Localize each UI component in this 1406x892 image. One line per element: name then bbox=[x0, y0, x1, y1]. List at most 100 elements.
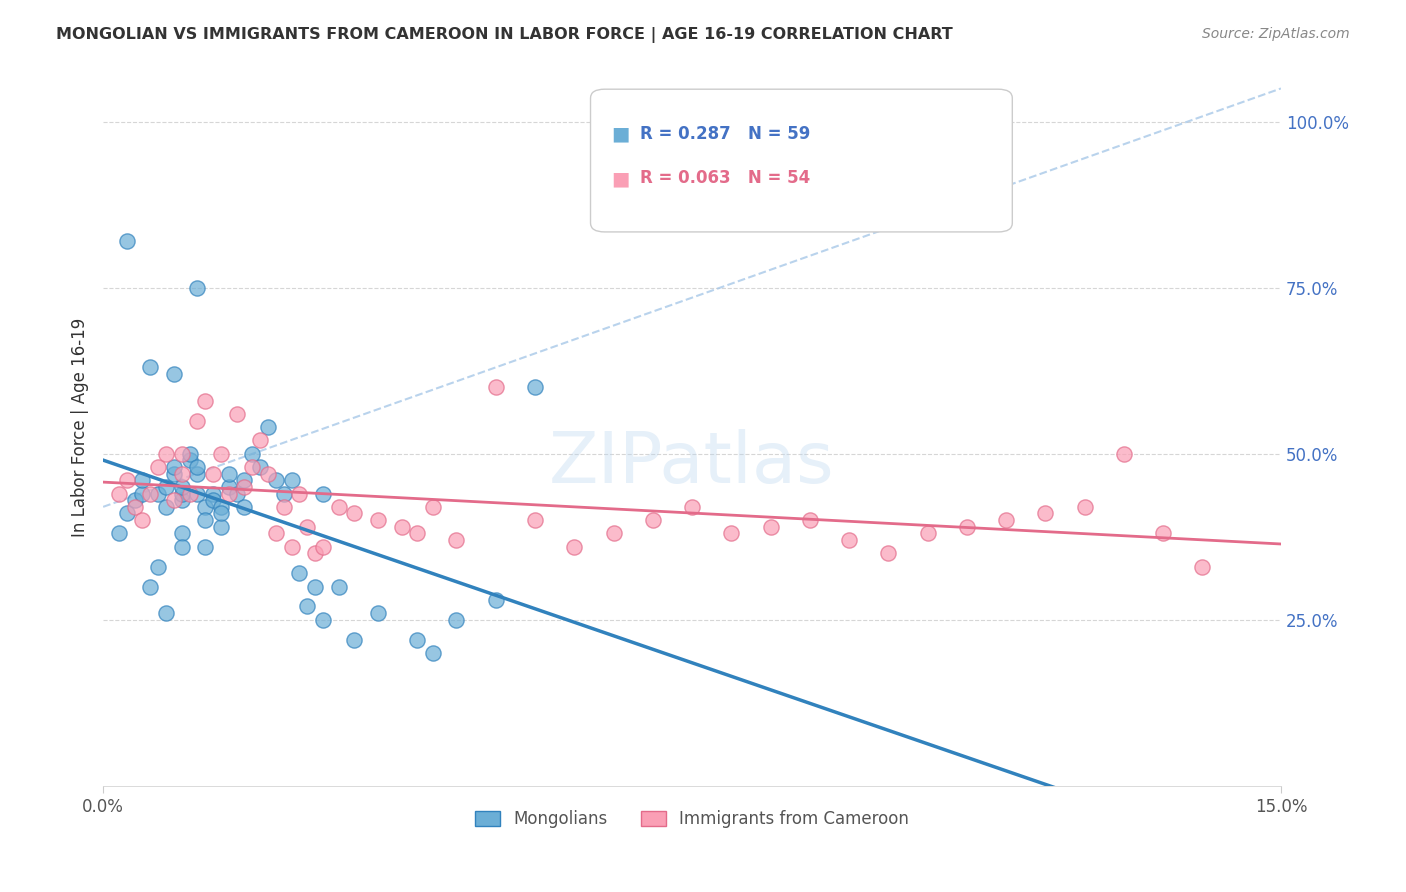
Mongolians bbox=[194, 540, 217, 554]
Mongolians bbox=[422, 646, 444, 660]
Mongolians bbox=[186, 281, 208, 295]
Mongolians bbox=[194, 513, 217, 527]
Mongolians bbox=[186, 460, 208, 475]
Mongolians bbox=[225, 486, 247, 500]
Mongolians bbox=[288, 566, 311, 581]
Mongolians bbox=[304, 580, 326, 594]
Immigrants from Cameroon bbox=[759, 520, 782, 534]
Mongolians bbox=[202, 486, 225, 500]
Immigrants from Cameroon bbox=[956, 520, 979, 534]
Mongolians bbox=[139, 360, 162, 375]
Immigrants from Cameroon bbox=[917, 526, 939, 541]
Text: Source: ZipAtlas.com: Source: ZipAtlas.com bbox=[1202, 27, 1350, 41]
Immigrants from Cameroon bbox=[1191, 559, 1213, 574]
Immigrants from Cameroon bbox=[186, 413, 208, 427]
Mongolians bbox=[139, 580, 162, 594]
Immigrants from Cameroon bbox=[108, 486, 131, 500]
Immigrants from Cameroon bbox=[124, 500, 146, 514]
Immigrants from Cameroon bbox=[877, 546, 900, 560]
Immigrants from Cameroon bbox=[446, 533, 468, 547]
Mongolians bbox=[163, 460, 186, 475]
Mongolians bbox=[209, 500, 232, 514]
Immigrants from Cameroon bbox=[343, 507, 366, 521]
Immigrants from Cameroon bbox=[170, 467, 193, 481]
Mongolians bbox=[124, 493, 146, 508]
Mongolians bbox=[194, 500, 217, 514]
Immigrants from Cameroon bbox=[524, 513, 547, 527]
Mongolians bbox=[218, 480, 240, 494]
Immigrants from Cameroon bbox=[312, 540, 335, 554]
Immigrants from Cameroon bbox=[194, 393, 217, 408]
Mongolians bbox=[170, 540, 193, 554]
Immigrants from Cameroon bbox=[422, 500, 444, 514]
Immigrants from Cameroon bbox=[280, 540, 302, 554]
Immigrants from Cameroon bbox=[179, 486, 201, 500]
Mongolians bbox=[170, 486, 193, 500]
Mongolians bbox=[170, 493, 193, 508]
Mongolians bbox=[209, 507, 232, 521]
Text: ZIPatlas: ZIPatlas bbox=[550, 428, 835, 498]
Mongolians bbox=[273, 486, 295, 500]
Immigrants from Cameroon bbox=[249, 434, 271, 448]
Mongolians bbox=[155, 500, 177, 514]
Immigrants from Cameroon bbox=[681, 500, 703, 514]
Text: ■: ■ bbox=[612, 169, 630, 188]
Mongolians bbox=[485, 592, 508, 607]
Mongolians bbox=[446, 613, 468, 627]
Mongolians bbox=[280, 473, 302, 487]
Immigrants from Cameroon bbox=[485, 380, 508, 394]
Mongolians bbox=[257, 420, 280, 434]
Immigrants from Cameroon bbox=[562, 540, 585, 554]
Mongolians bbox=[131, 473, 153, 487]
Immigrants from Cameroon bbox=[838, 533, 860, 547]
Mongolians bbox=[115, 234, 138, 248]
Mongolians bbox=[186, 486, 208, 500]
Immigrants from Cameroon bbox=[328, 500, 350, 514]
Mongolians bbox=[155, 606, 177, 620]
Immigrants from Cameroon bbox=[131, 513, 153, 527]
Immigrants from Cameroon bbox=[1112, 447, 1135, 461]
Immigrants from Cameroon bbox=[139, 486, 162, 500]
Text: R = 0.063   N = 54: R = 0.063 N = 54 bbox=[640, 169, 810, 187]
Immigrants from Cameroon bbox=[297, 520, 319, 534]
Mongolians bbox=[115, 507, 138, 521]
Immigrants from Cameroon bbox=[218, 486, 240, 500]
Immigrants from Cameroon bbox=[288, 486, 311, 500]
Mongolians bbox=[312, 613, 335, 627]
Mongolians bbox=[170, 480, 193, 494]
Immigrants from Cameroon bbox=[641, 513, 664, 527]
Mongolians bbox=[209, 520, 232, 534]
Immigrants from Cameroon bbox=[233, 480, 256, 494]
Y-axis label: In Labor Force | Age 16-19: In Labor Force | Age 16-19 bbox=[72, 318, 89, 537]
Mongolians bbox=[186, 467, 208, 481]
Immigrants from Cameroon bbox=[799, 513, 821, 527]
Legend: Mongolians, Immigrants from Cameroon: Mongolians, Immigrants from Cameroon bbox=[468, 804, 915, 835]
Mongolians bbox=[146, 486, 169, 500]
Mongolians bbox=[297, 599, 319, 614]
Immigrants from Cameroon bbox=[264, 526, 287, 541]
Mongolians bbox=[146, 559, 169, 574]
Mongolians bbox=[233, 473, 256, 487]
Mongolians bbox=[524, 380, 547, 394]
Text: R = 0.287   N = 59: R = 0.287 N = 59 bbox=[640, 125, 810, 143]
Immigrants from Cameroon bbox=[170, 447, 193, 461]
Immigrants from Cameroon bbox=[257, 467, 280, 481]
Immigrants from Cameroon bbox=[995, 513, 1018, 527]
Mongolians bbox=[170, 526, 193, 541]
Immigrants from Cameroon bbox=[391, 520, 413, 534]
Mongolians bbox=[249, 460, 271, 475]
Immigrants from Cameroon bbox=[273, 500, 295, 514]
Mongolians bbox=[406, 632, 429, 647]
Immigrants from Cameroon bbox=[406, 526, 429, 541]
Mongolians bbox=[343, 632, 366, 647]
Mongolians bbox=[233, 500, 256, 514]
Immigrants from Cameroon bbox=[163, 493, 186, 508]
Immigrants from Cameroon bbox=[1035, 507, 1057, 521]
Mongolians bbox=[179, 453, 201, 467]
Mongolians bbox=[218, 467, 240, 481]
Immigrants from Cameroon bbox=[146, 460, 169, 475]
Mongolians bbox=[163, 367, 186, 381]
Immigrants from Cameroon bbox=[115, 473, 138, 487]
Immigrants from Cameroon bbox=[720, 526, 742, 541]
Mongolians bbox=[240, 447, 263, 461]
